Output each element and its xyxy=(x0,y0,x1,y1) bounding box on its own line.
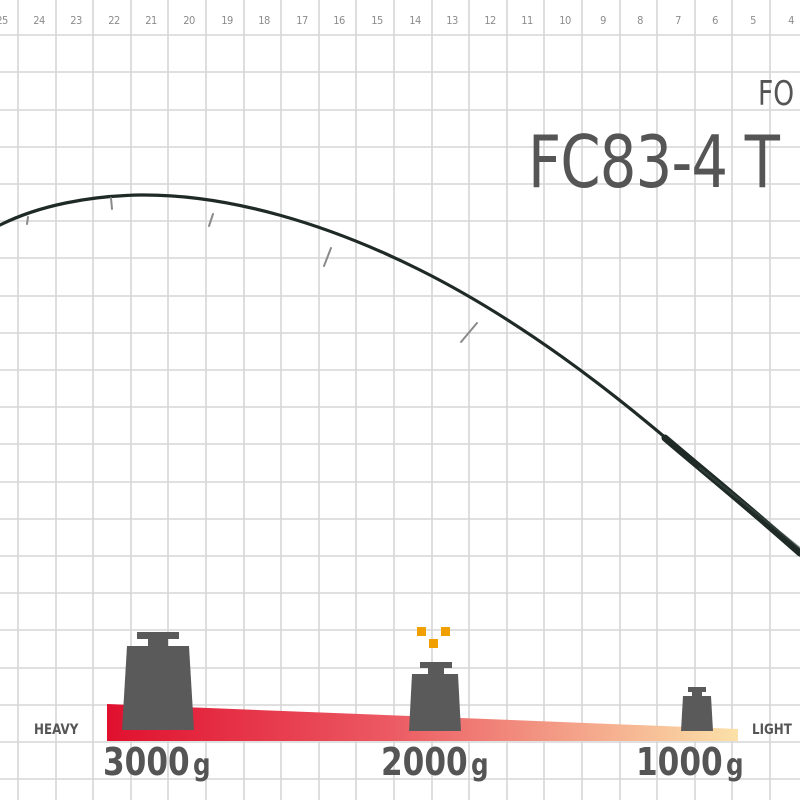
tick-label: 23 xyxy=(70,14,82,27)
tick-label: 8 xyxy=(637,14,643,27)
weight-label-1000: 1000 g xyxy=(636,740,744,788)
tick-label: 18 xyxy=(258,14,270,27)
tick-label: 21 xyxy=(145,14,157,27)
tick-label: 9 xyxy=(600,14,606,27)
weight-2000-icon xyxy=(409,662,461,731)
weight-value: 1000 xyxy=(636,740,723,784)
scale-ruler: 25 24 23 22 21 20 19 18 17 16 15 14 13 1… xyxy=(0,14,800,36)
model-title: FC83-4 T xyxy=(528,120,780,204)
weight-value: 3000 xyxy=(103,740,190,784)
selected-marker-icon xyxy=(417,627,450,648)
tick-label: 14 xyxy=(409,14,421,27)
tick-label: 4 xyxy=(788,14,794,27)
tick-label: 17 xyxy=(296,14,308,27)
weight-unit: g xyxy=(471,748,489,783)
tick-label: 19 xyxy=(221,14,233,27)
weight-label-2000: 2000 g xyxy=(381,740,489,788)
tick-label: 12 xyxy=(484,14,496,27)
tick-label: 6 xyxy=(712,14,718,27)
tick-label: 20 xyxy=(183,14,195,27)
light-label: LIGHT xyxy=(752,722,792,738)
tick-label: 25 xyxy=(0,14,8,27)
tick-label: 15 xyxy=(371,14,383,27)
rod-guide-icons xyxy=(26,197,478,343)
weight-1000-icon xyxy=(681,687,713,731)
tick-label: 22 xyxy=(108,14,120,27)
tick-label: 24 xyxy=(33,14,45,27)
heavy-label: HEAVY xyxy=(34,722,79,738)
tick-label: 13 xyxy=(446,14,458,27)
tick-label: 7 xyxy=(675,14,681,27)
tick-label: 5 xyxy=(750,14,756,27)
weight-unit: g xyxy=(726,748,744,783)
weight-unit: g xyxy=(193,748,211,783)
series-label: FO xyxy=(758,74,795,114)
weight-value: 2000 xyxy=(381,740,468,784)
tick-label: 10 xyxy=(559,14,571,27)
tick-label: 11 xyxy=(521,14,533,27)
weight-3000-icon xyxy=(122,632,194,730)
tick-label: 16 xyxy=(333,14,345,27)
weight-label-3000: 3000 g xyxy=(103,740,211,788)
